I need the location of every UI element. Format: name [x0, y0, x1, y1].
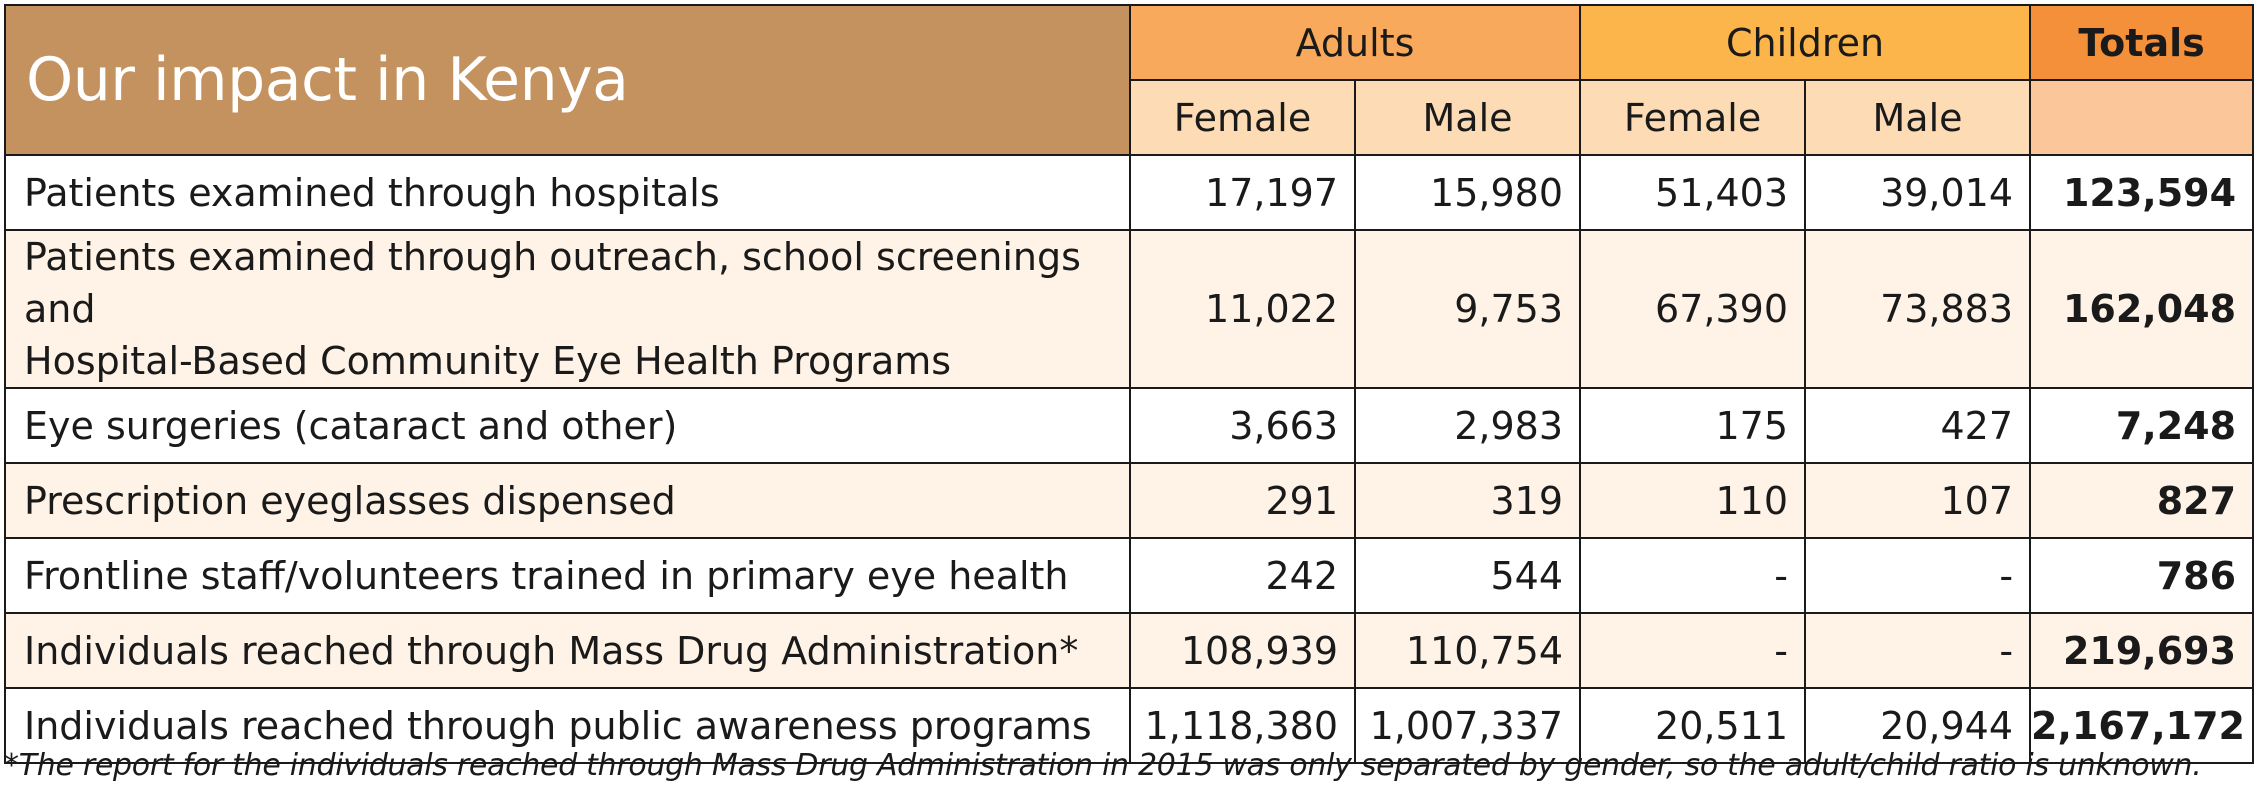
table-row: Individuals reached through Mass Drug Ad… [4, 612, 2255, 689]
cell-children-female: 110 [1579, 462, 1807, 539]
cell-children-male: - [1804, 612, 2032, 689]
table-row: Patients examined through outreach, scho… [4, 229, 2255, 389]
cell-children-male: 427 [1804, 387, 2032, 464]
cell-children-female: 20,511 [1579, 687, 1807, 764]
cell-total: 219,693 [2029, 612, 2255, 689]
cell-adults-male: 544 [1353, 537, 1582, 614]
cell-adults-male: 110,754 [1353, 612, 1582, 689]
header-adults: Adults [1128, 4, 1582, 81]
cell-adults-male: 1,007,337 [1353, 687, 1582, 764]
cell-children-female: 175 [1579, 387, 1807, 464]
cell-adults-male: 2,983 [1353, 387, 1582, 464]
row-label: Patients examined through hospitals [4, 154, 1131, 231]
cell-total: 827 [2029, 462, 2255, 539]
cell-children-female: 67,390 [1579, 229, 1807, 389]
impact-table-container: Our impact in Kenya Adults Children Tota… [4, 4, 2255, 764]
row-label-line: Patients examined through outreach, scho… [24, 235, 1081, 331]
cell-adults-female: 108,939 [1129, 612, 1356, 689]
cell-total: 2,167,172 [2029, 687, 2255, 764]
row-label: Patients examined through outreach, scho… [4, 229, 1131, 389]
row-label: Frontline staff/volunteers trained in pr… [4, 537, 1131, 614]
subheader-adults-male: Male [1353, 79, 1582, 156]
cell-children-female: - [1579, 537, 1807, 614]
table-row: Frontline staff/volunteers trained in pr… [4, 537, 2255, 614]
header-totals: Totals [2029, 4, 2255, 81]
cell-children-male: 39,014 [1804, 154, 2032, 231]
cell-total: 7,248 [2029, 387, 2255, 464]
cell-children-female: 51,403 [1579, 154, 1807, 231]
page-title: Our impact in Kenya [26, 45, 629, 115]
table-row: Eye surgeries (cataract and other) 3,663… [4, 387, 2255, 464]
cell-children-male: 73,883 [1804, 229, 2032, 389]
table-row: Prescription eyeglasses dispensed 291 31… [4, 462, 2255, 539]
row-label: Prescription eyeglasses dispensed [4, 462, 1131, 539]
table-row: Individuals reached through public aware… [4, 687, 2255, 764]
cell-adults-female: 1,118,380 [1129, 687, 1356, 764]
table-row: Patients examined through hospitals 17,1… [4, 154, 2255, 231]
row-label: Individuals reached through Mass Drug Ad… [4, 612, 1131, 689]
subheader-children-female: Female [1579, 79, 1807, 156]
cell-adults-male: 319 [1353, 462, 1582, 539]
subheader-children-male: Male [1804, 79, 2032, 156]
cell-adults-female: 11,022 [1129, 229, 1356, 389]
cell-total: 123,594 [2029, 154, 2255, 231]
subheader-totals-empty [2029, 79, 2255, 156]
cell-adults-male: 9,753 [1353, 229, 1582, 389]
subheader-adults-female: Female [1129, 79, 1356, 156]
cell-children-male: 20,944 [1804, 687, 2032, 764]
cell-adults-female: 3,663 [1129, 387, 1356, 464]
cell-adults-male: 15,980 [1353, 154, 1582, 231]
cell-children-male: 107 [1804, 462, 2032, 539]
row-label: Eye surgeries (cataract and other) [4, 387, 1131, 464]
footnote: *The report for the individuals reached … [4, 748, 2202, 783]
cell-adults-female: 242 [1129, 537, 1356, 614]
impact-table: Our impact in Kenya Adults Children Tota… [4, 4, 2255, 764]
table-title-cell: Our impact in Kenya [4, 4, 1131, 156]
cell-total: 162,048 [2029, 229, 2255, 389]
row-label-line: Hospital-Based Community Eye Health Prog… [24, 339, 952, 383]
cell-children-female: - [1579, 612, 1807, 689]
row-label: Individuals reached through public aware… [4, 687, 1131, 764]
cell-adults-female: 17,197 [1129, 154, 1356, 231]
cell-total: 786 [2029, 537, 2255, 614]
cell-children-male: - [1804, 537, 2032, 614]
cell-adults-female: 291 [1129, 462, 1356, 539]
header-children: Children [1579, 4, 2032, 81]
